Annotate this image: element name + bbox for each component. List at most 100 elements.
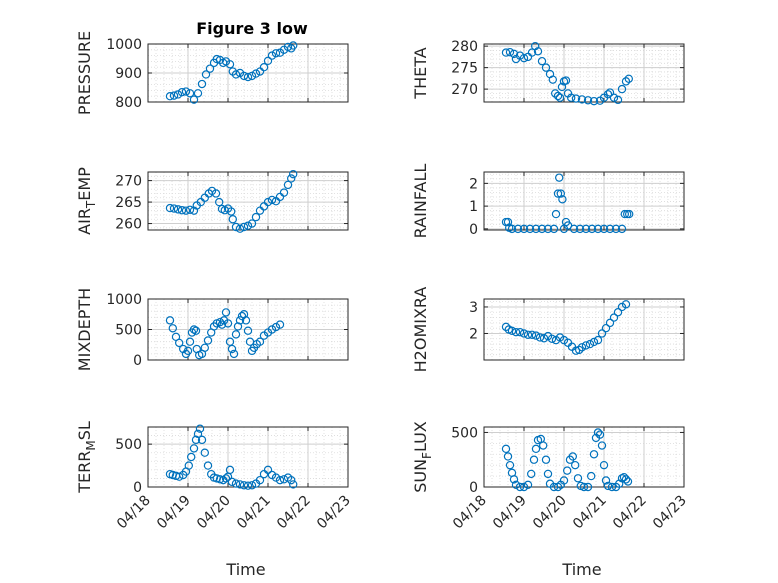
y-tick-label: 1000 [106,292,142,308]
data-point [225,465,235,475]
data-point [529,455,539,464]
data-series [165,169,298,233]
data-point [226,207,236,216]
data-point [621,77,631,86]
data-point [601,476,611,485]
y-tick-label: 900 [115,66,142,82]
data-point [203,461,213,470]
data-point [513,224,523,234]
y-axis-label: MIXDEPTH [75,288,94,371]
data-point [553,189,563,198]
data-point [505,47,515,57]
data-point [587,471,596,481]
data-point [515,482,525,492]
tick-marks [147,172,349,230]
data-point [225,60,235,69]
y-axis-label-subscript: T [84,200,98,209]
data-point [173,205,183,214]
data-point [214,197,224,207]
data-point [231,479,241,488]
data-point [587,224,597,234]
y-tick-label: 0 [469,222,478,238]
data-point [605,224,615,234]
data-series [501,173,634,234]
data-point [515,327,525,337]
data-point [191,326,201,335]
y-tick-label: 275 [451,61,478,77]
data-point [231,222,241,232]
data-point [287,174,296,183]
data-point [501,444,511,454]
data-point [509,49,519,59]
data-point [178,344,188,354]
data-point [165,316,175,325]
data-point [247,219,257,228]
data-series [165,308,285,360]
data-point [165,91,175,101]
data-point [531,444,541,454]
data-point [589,450,599,459]
data-point [501,48,511,57]
data-point [215,475,225,484]
data-point [571,346,581,355]
y-axis-label-main: PRESSURE [75,31,94,115]
data-point [551,89,560,98]
data-point [283,180,293,190]
data-point [593,224,603,234]
y-axis-label-tail: SL [75,421,94,440]
data-point [543,224,553,234]
y-axis-label-tail: EMP [75,167,94,201]
data-point [585,339,595,349]
data-point [537,56,547,66]
subplot-h2omixra: 2 3 H2OMIXRA [411,287,685,372]
data-point [617,224,627,234]
data-point [197,435,207,445]
y-tick-label: 270 [115,174,142,190]
y-axis-label-main: SUN [411,459,430,493]
data-point [593,335,603,345]
data-point [620,209,630,219]
x-axis-label: Time [561,560,601,579]
y-tick-label: 270 [451,82,478,98]
data-point [267,195,277,205]
data-point [235,316,245,325]
data-point [577,343,587,352]
data-point [605,88,615,97]
data-point [613,95,623,105]
data-point [231,70,241,79]
data-point [599,224,609,234]
tick-marks [147,43,349,103]
data-point [243,72,253,82]
data-point [617,84,627,94]
data-point [174,472,184,481]
data-point [227,344,237,354]
data-point [609,93,619,102]
data-point [581,224,591,234]
data-point [263,197,273,207]
data-point [169,91,179,100]
data-point [193,429,203,439]
data-point [523,330,533,340]
data-point [185,205,195,215]
data-point [203,336,213,345]
data-point [511,480,521,490]
subplot-mixdepth: 0 500 1000 MIXDEPTH [75,288,349,371]
data-point [595,430,605,439]
y-tick-label: 0 [469,480,478,496]
data-point [537,224,547,234]
data-point [535,333,545,342]
subplot-air-temp: 260 265 270 AIRTEMP [75,167,349,235]
data-point [519,482,529,492]
data-point [563,466,572,475]
data-point [183,346,193,356]
data-point [589,96,599,106]
data-point [263,56,273,66]
y-tick-label: 2 [469,176,478,192]
tick-marks [147,427,349,488]
data-series [501,428,633,492]
data-point [189,444,199,453]
y-axis-label: PRESSURE [75,31,94,115]
y-tick-label: 0 [133,480,142,496]
